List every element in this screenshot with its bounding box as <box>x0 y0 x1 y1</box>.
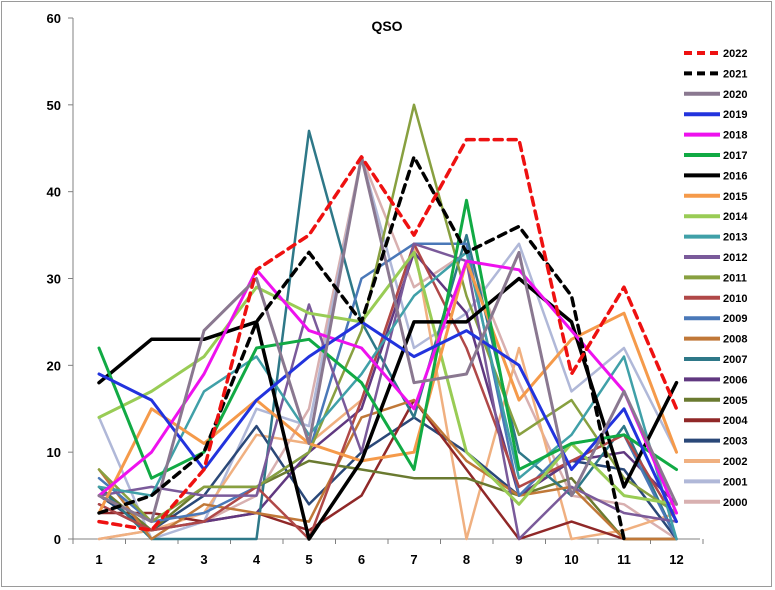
legend-label-2009: 2009 <box>723 313 747 325</box>
legend-label-2019: 2019 <box>723 109 747 121</box>
legend-label-2004: 2004 <box>723 415 748 427</box>
x-tick-label: 10 <box>564 552 578 567</box>
legend-label-2008: 2008 <box>723 334 747 346</box>
x-tick-labels: 1 2 3 4 5 6 7 8 9 10 11 12 <box>72 539 704 567</box>
legend-label-2000: 2000 <box>723 497 747 509</box>
series-line-2004 <box>97 398 678 541</box>
legend-label-2011: 2011 <box>723 272 747 284</box>
series-line-2013 <box>97 251 678 541</box>
y-tick-label: 40 <box>47 185 61 200</box>
x-tick-label: 9 <box>515 552 522 567</box>
series-line-2016 <box>97 276 679 541</box>
series-line-2003 <box>97 416 678 541</box>
series-line-2012 <box>97 242 678 541</box>
legend-label-2007: 2007 <box>723 354 747 366</box>
x-tick-label: 6 <box>358 552 365 567</box>
legend-label-2014: 2014 <box>723 211 748 223</box>
legend-label-2018: 2018 <box>723 130 747 142</box>
legend-label-2012: 2012 <box>723 252 747 264</box>
legend-label-2003: 2003 <box>723 436 747 448</box>
y-tick-label: 20 <box>47 358 61 373</box>
x-tick-label: 3 <box>200 552 207 567</box>
legend-label-2016: 2016 <box>723 170 747 182</box>
legend-label-2002: 2002 <box>723 456 747 468</box>
legend-label-2021: 2021 <box>723 68 747 80</box>
x-tick-label: 1 <box>95 552 102 567</box>
y-tick-label: 10 <box>47 445 61 460</box>
x-tick-label: 8 <box>463 552 470 567</box>
legend-label-2017: 2017 <box>723 150 747 162</box>
legend: 2022 2021 2020 2019 2018 2017 2016 2015 2014 2013… <box>684 48 748 509</box>
series-line-2021 <box>97 155 626 541</box>
legend-label-2005: 2005 <box>723 395 747 407</box>
y-tick-labels: 0 10 20 30 40 50 60 <box>47 11 73 547</box>
legend-label-2013: 2013 <box>723 232 747 244</box>
series-line-2007 <box>97 129 678 541</box>
series-line-2001 <box>97 155 678 541</box>
series-line-2015 <box>97 259 678 515</box>
chart-title: QSO <box>371 18 402 34</box>
legend-label-2010: 2010 <box>723 293 747 305</box>
x-tick-label: 5 <box>305 552 312 567</box>
y-tick-label: 30 <box>47 272 61 287</box>
x-tick-label: 7 <box>410 552 417 567</box>
series-line-2011 <box>97 103 678 523</box>
series-line-2010 <box>97 242 678 541</box>
legend-label-2001: 2001 <box>723 476 747 488</box>
legend-label-2006: 2006 <box>723 374 747 386</box>
series-line-2022 <box>97 137 679 533</box>
series-lines <box>97 103 679 541</box>
series-line-2020 <box>97 155 678 524</box>
x-tick-label: 4 <box>253 552 261 567</box>
y-tick-label: 50 <box>47 98 61 113</box>
series-line-2008 <box>97 398 678 541</box>
legend-label-2022: 2022 <box>723 48 747 60</box>
x-tick-label: 12 <box>669 552 683 567</box>
y-tick-label: 0 <box>54 532 61 547</box>
x-tick-label: 11 <box>617 552 631 567</box>
legend-label-2020: 2020 <box>723 89 747 101</box>
legend-label-2015: 2015 <box>723 191 747 203</box>
x-tick-label: 2 <box>148 552 155 567</box>
y-tick-label: 60 <box>47 11 61 26</box>
